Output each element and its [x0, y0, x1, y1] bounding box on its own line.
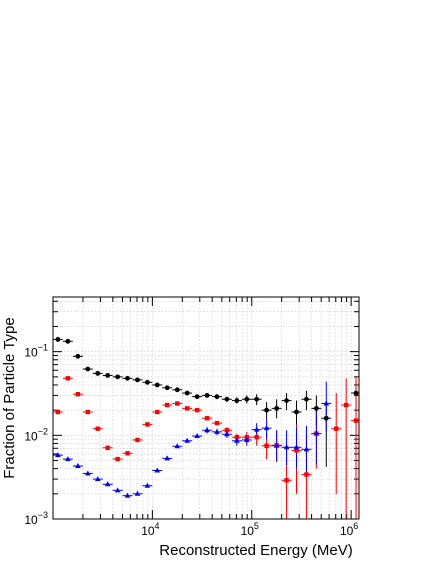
data-point — [234, 398, 240, 404]
data-point — [144, 482, 151, 488]
x-tick-label: 106 — [340, 521, 358, 538]
data-point — [94, 476, 101, 482]
data-point — [85, 470, 91, 476]
data-point — [125, 451, 130, 456]
data-point — [244, 396, 250, 402]
data-point — [154, 382, 160, 388]
data-point — [294, 409, 299, 415]
y-tick-label: 10−3 — [24, 510, 48, 527]
data-point — [135, 437, 140, 443]
y-tick-label: 10−1 — [24, 343, 48, 360]
data-point — [224, 428, 230, 433]
data-point — [104, 481, 111, 487]
data-point — [184, 437, 190, 443]
data-point — [124, 492, 131, 498]
y-axis-title: Fraction of Particle Type — [1, 317, 18, 478]
data-point — [274, 405, 280, 411]
data-point — [214, 420, 220, 426]
y-tick-label: 10−2 — [24, 426, 48, 443]
x-tick-label: 105 — [241, 521, 259, 538]
data-point — [184, 406, 190, 411]
data-point — [313, 405, 319, 411]
data-point — [224, 396, 230, 402]
data-point — [164, 455, 171, 461]
data-point — [55, 452, 61, 458]
data-point — [263, 425, 270, 431]
data-point — [125, 375, 130, 381]
data-point — [204, 416, 210, 421]
data-point — [243, 436, 250, 442]
data-point — [75, 353, 81, 359]
data-markers — [55, 337, 359, 498]
plot-frame — [52, 296, 360, 520]
data-point — [304, 396, 309, 402]
data-point — [234, 437, 240, 443]
data-point — [343, 402, 349, 408]
data-point — [253, 426, 260, 432]
data-point — [304, 472, 309, 477]
data-point — [144, 379, 150, 385]
data-point — [105, 445, 110, 450]
data-point — [283, 444, 290, 450]
data-point — [114, 487, 121, 493]
data-point — [75, 392, 81, 397]
data-point — [194, 394, 200, 400]
data-point — [334, 426, 339, 431]
data-point — [75, 462, 81, 468]
data-point — [254, 396, 260, 402]
data-point — [194, 433, 200, 439]
data-point — [273, 442, 280, 448]
data-point — [224, 431, 230, 437]
data-point — [145, 422, 150, 427]
tick-labels: 104 105 106 10−1 10−2 10−3 — [24, 343, 358, 538]
data-point — [204, 393, 210, 398]
data-point — [313, 430, 320, 436]
data-point — [164, 385, 170, 391]
data-point — [55, 337, 61, 342]
data-point — [154, 467, 161, 473]
data-point — [95, 370, 101, 376]
data-point — [323, 400, 330, 406]
data-point — [115, 456, 120, 462]
data-point — [353, 390, 359, 396]
data-point — [293, 444, 300, 450]
data-point — [105, 373, 111, 378]
data-point — [155, 409, 160, 415]
data-point — [65, 456, 71, 462]
data-point — [353, 418, 359, 423]
data-point — [175, 401, 180, 406]
data-point — [174, 443, 181, 449]
data-point — [165, 402, 170, 408]
data-point — [294, 448, 299, 453]
data-point — [65, 338, 71, 344]
data-point — [284, 398, 289, 404]
data-point — [134, 490, 141, 496]
data-point — [264, 443, 269, 448]
data-point — [85, 366, 91, 372]
data-point — [194, 407, 200, 413]
data-point — [115, 374, 121, 380]
data-point — [323, 415, 329, 421]
data-point — [55, 409, 61, 415]
data-point — [234, 434, 240, 440]
data-point — [184, 390, 190, 396]
data-point — [214, 428, 220, 434]
data-point — [303, 446, 310, 452]
data-point — [254, 434, 259, 440]
data-point — [135, 377, 140, 383]
data-point — [95, 426, 100, 431]
data-point — [204, 427, 210, 433]
data-point — [85, 409, 91, 415]
x-axis-title: Reconstructed Energy (MeV) — [159, 542, 352, 559]
data-point — [264, 407, 269, 413]
x-tick-label: 104 — [141, 521, 159, 538]
data-point — [214, 394, 220, 400]
data-point — [65, 376, 71, 381]
data-point — [284, 478, 289, 483]
data-point — [174, 387, 180, 393]
